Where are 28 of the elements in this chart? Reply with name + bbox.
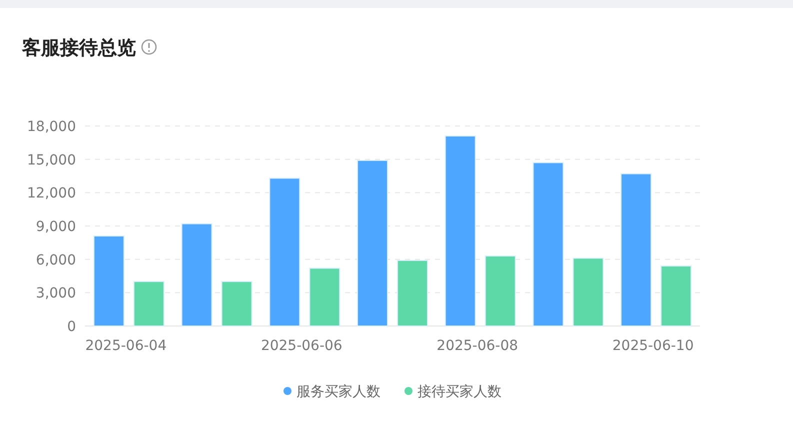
bar <box>397 260 428 326</box>
bar <box>484 256 516 326</box>
bar <box>221 281 252 326</box>
legend-label: 接待买家人数 <box>418 384 502 400</box>
x-tick-label: 2025-06-10 <box>612 338 694 354</box>
bar <box>309 268 340 326</box>
y-tick-label: 18,000 <box>27 119 76 135</box>
chart-title: 客服接待总览 <box>21 37 136 59</box>
bar <box>93 236 124 326</box>
y-tick-label: 9,000 <box>36 219 76 235</box>
bar <box>660 266 692 326</box>
y-tick-label: 6,000 <box>36 252 76 268</box>
bar <box>572 258 604 326</box>
y-tick-label: 3,000 <box>36 286 76 302</box>
bar <box>532 162 564 326</box>
legend-label: 服务买家人数 <box>296 384 380 400</box>
bar <box>620 173 652 326</box>
bar <box>181 223 212 326</box>
y-tick-label: 12,000 <box>27 186 76 202</box>
bar <box>444 136 476 326</box>
bar <box>269 178 300 326</box>
x-tick-label: 2025-06-06 <box>260 338 342 354</box>
y-tick-label: 15,000 <box>27 152 76 168</box>
bar <box>133 281 164 326</box>
x-tick-label: 2025-06-08 <box>436 338 518 354</box>
bar <box>357 160 388 326</box>
x-tick-label: 2025-06-04 <box>85 338 167 354</box>
y-tick-label: 0 <box>67 319 76 335</box>
